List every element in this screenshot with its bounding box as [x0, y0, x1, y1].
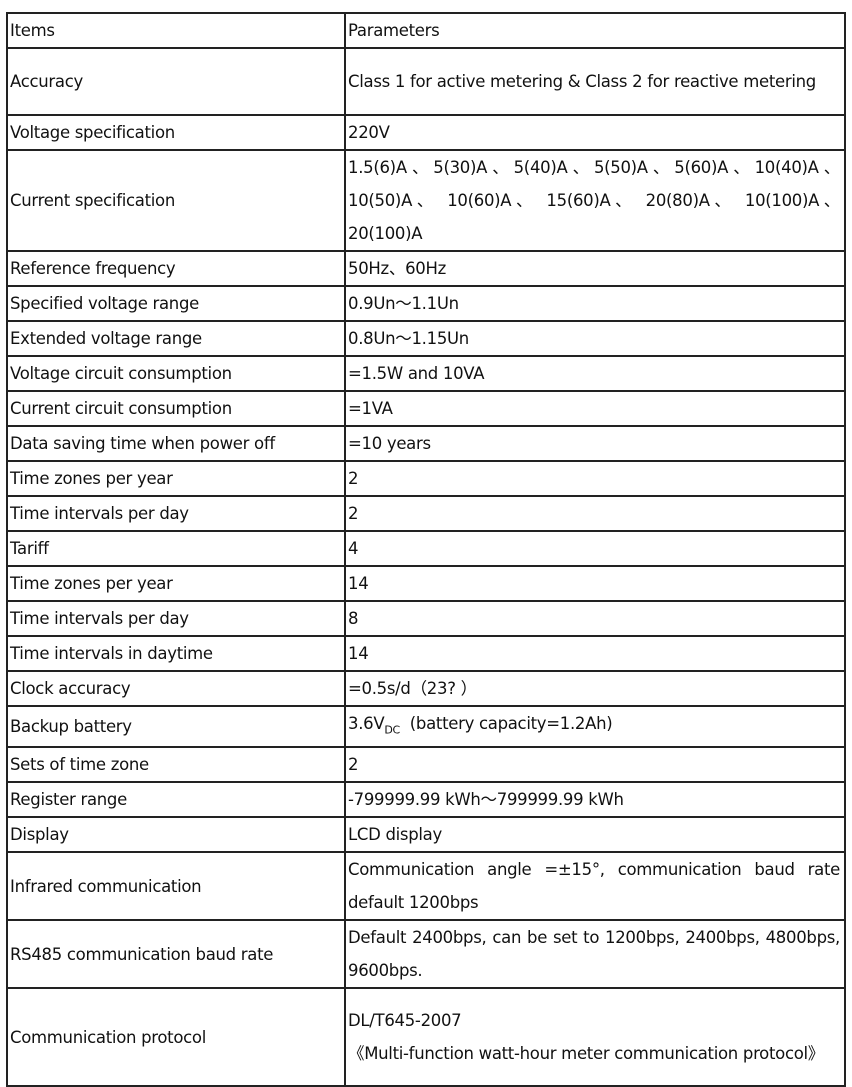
parameter-cell: =1VA [344, 390, 846, 427]
parameter-cell: 3.6VDC (battery capacity=1.2Ah) [344, 704, 846, 749]
item-cell: Backup battery [6, 704, 346, 749]
parameter-cell: 220V [344, 114, 846, 151]
table-row: Data saving time when power off =10 years [6, 425, 846, 462]
item-cell: Current circuit consumption [6, 390, 346, 427]
item-cell: Voltage specification [6, 114, 346, 151]
table-row: Time zones per year 2 [6, 460, 846, 497]
specifications-table: Items Parameters Accuracy Class 1 for act… [6, 12, 846, 1087]
item-cell: Voltage circuit consumption [6, 355, 346, 392]
table-row: Sets of time zone 2 [6, 746, 846, 784]
parameter-subscript: DC [384, 723, 400, 737]
item-cell: Current specification [6, 149, 346, 252]
table-row: Specified voltage range 0.9Un～1.1Un [6, 285, 846, 322]
parameter-cell: 1.5(6)A、5(30)A、5(40)A、5(50)A、5(60)A、10(4… [344, 149, 846, 252]
item-cell: Infrared communication [6, 851, 346, 922]
table-row: Time intervals per day 8 [6, 600, 846, 637]
table-row: Infrared communication Communication angl… [6, 851, 846, 922]
parameter-value: 2 [348, 755, 359, 775]
table-row: Communication protocol DL/T645-2007 《Multi… [6, 987, 846, 1087]
table-header-row: Items Parameters [6, 12, 846, 49]
parameter-cell: =1.5W and 10VA [344, 355, 846, 392]
parameter-value: -799999.99 kWh～799999.99 kWh [348, 790, 624, 810]
parameter-cell: 0.9Un～1.1Un [344, 285, 846, 322]
header-items: Items [6, 12, 346, 49]
table-row: Extended voltage range 0.8Un～1.15Un [6, 320, 846, 357]
parameter-value: 220V [348, 123, 390, 142]
item-cell: Time zones per year [6, 565, 346, 602]
item-cell: Sets of time zone [6, 746, 346, 784]
table-row: Time intervals per day 2 [6, 495, 846, 532]
table-row: Tariff 4 [6, 530, 846, 567]
parameter-cell: 8 [344, 600, 846, 637]
parameter-value: 0.8Un～1.15Un [348, 329, 469, 348]
parameter-value: 2 [348, 504, 359, 523]
parameter-value-extra: 《Multi-function watt-hour meter communic… [348, 1044, 824, 1064]
item-cell: Time intervals per day [6, 600, 346, 637]
table-row: Register range -799999.99 kWh～799999.99 k… [6, 781, 846, 819]
item-cell: Data saving time when power off [6, 425, 346, 462]
table-row: Clock accuracy =0.5s/d（23? ） [6, 670, 846, 707]
parameter-cell: 2 [344, 460, 846, 497]
parameter-cell: 50Hz、60Hz [344, 250, 846, 287]
parameter-cell: Class 1 for active metering & Class 2 fo… [344, 47, 846, 116]
item-cell: Display [6, 816, 346, 854]
item-cell: RS485 communication baud rate [6, 919, 346, 990]
parameter-cell: 4 [344, 530, 846, 567]
parameter-value: LCD display [348, 825, 442, 845]
header-parameters: Parameters [344, 12, 846, 49]
parameter-cell: Default 2400bps, can be set to 1200bps, … [344, 919, 846, 990]
parameter-value: =1.5W and 10VA [348, 364, 485, 383]
parameter-cell: DL/T645-2007 《Multi-function watt-hour me… [344, 987, 846, 1087]
parameter-value: =1VA [348, 399, 393, 418]
parameter-value: 1.5(6)A、5(30)A、5(40)A、5(50)A、5(60)A、10(4… [348, 158, 840, 243]
item-cell: Communication protocol [6, 987, 346, 1087]
parameter-cell: 2 [344, 746, 846, 784]
parameter-value: 4 [348, 539, 359, 558]
parameter-cell: Communication angle =±15°, communication… [344, 851, 846, 922]
parameter-value: 3.6V [348, 714, 385, 733]
item-cell: Reference frequency [6, 250, 346, 287]
parameter-value: 50Hz、60Hz [348, 259, 446, 278]
parameter-value: Default 2400bps, can be set to 1200bps, … [348, 928, 840, 981]
parameter-cell: -799999.99 kWh～799999.99 kWh [344, 781, 846, 819]
parameter-cell: =10 years [344, 425, 846, 462]
table-row: Time zones per year 14 [6, 565, 846, 602]
parameter-value: Communication angle =±15°, communication… [348, 860, 840, 913]
parameter-value: =0.5s/d（23? ） [348, 679, 477, 698]
parameter-value-extra: (battery capacity=1.2Ah) [399, 714, 613, 733]
item-cell: Time intervals in daytime [6, 635, 346, 672]
parameter-cell: LCD display [344, 816, 846, 854]
parameter-cell: =0.5s/d（23? ） [344, 670, 846, 707]
table-row: Backup battery 3.6VDC (battery capacity=1… [6, 704, 846, 749]
parameter-value: 14 [348, 644, 369, 663]
table-row: Reference frequency 50Hz、60Hz [6, 250, 846, 287]
parameter-value: 8 [348, 609, 359, 628]
table-row: Accuracy Class 1 for active metering & Cl… [6, 47, 846, 116]
item-cell: Time zones per year [6, 460, 346, 497]
item-cell: Extended voltage range [6, 320, 346, 357]
table-row: Current specification 1.5(6)A、5(30)A、5(40… [6, 149, 846, 252]
item-cell: Specified voltage range [6, 285, 346, 322]
parameter-cell: 14 [344, 635, 846, 672]
table-row: Voltage specification 220V [6, 114, 846, 151]
table-row: RS485 communication baud rate Default 240… [6, 919, 846, 990]
parameter-value: 0.9Un～1.1Un [348, 294, 459, 313]
table-row: Display LCD display [6, 816, 846, 854]
item-cell: Register range [6, 781, 346, 819]
parameter-cell: 2 [344, 495, 846, 532]
parameter-value: DL/T645-2007 [348, 1011, 462, 1031]
table-row: Time intervals in daytime 14 [6, 635, 846, 672]
item-cell: Accuracy [6, 47, 346, 116]
parameter-value: 14 [348, 574, 369, 593]
item-cell: Time intervals per day [6, 495, 346, 532]
parameter-value: Class 1 for active metering & Class 2 fo… [348, 72, 816, 91]
parameter-value: =10 years [348, 434, 431, 453]
item-cell: Clock accuracy [6, 670, 346, 707]
parameter-cell: 14 [344, 565, 846, 602]
table-row: Current circuit consumption =1VA [6, 390, 846, 427]
parameter-value: 2 [348, 469, 359, 488]
item-cell: Tariff [6, 530, 346, 567]
table-row: Voltage circuit consumption =1.5W and 10V… [6, 355, 846, 392]
parameter-cell: 0.8Un～1.15Un [344, 320, 846, 357]
